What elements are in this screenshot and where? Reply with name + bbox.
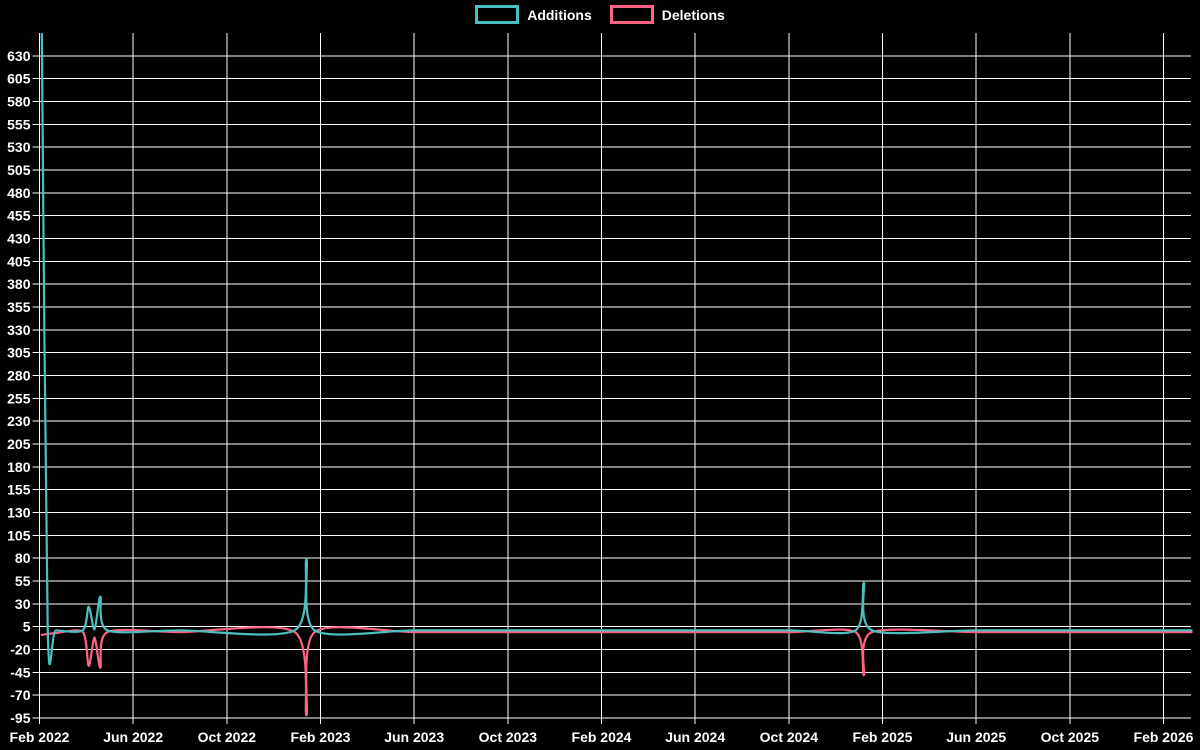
x-tick-label: Oct 2023 bbox=[479, 729, 538, 745]
y-tick-label: -45 bbox=[10, 664, 30, 680]
y-tick-label: -70 bbox=[10, 687, 30, 703]
y-tick-label: 105 bbox=[7, 527, 31, 543]
x-tick-label: Feb 2024 bbox=[572, 729, 632, 745]
x-tick-label: Feb 2023 bbox=[291, 729, 351, 745]
x-tick-label: Oct 2024 bbox=[760, 729, 819, 745]
y-tick-label: 505 bbox=[7, 162, 31, 178]
additions-swatch bbox=[475, 5, 520, 24]
y-tick-label: 305 bbox=[7, 345, 31, 361]
deletions-swatch bbox=[609, 5, 654, 24]
x-tick-label: Oct 2022 bbox=[198, 729, 257, 745]
y-tick-label: 355 bbox=[7, 299, 31, 315]
y-tick-label: 605 bbox=[7, 71, 31, 87]
y-tick-label: 130 bbox=[7, 505, 31, 521]
x-tick-label: Oct 2025 bbox=[1041, 729, 1100, 745]
y-tick-label: 55 bbox=[15, 573, 31, 589]
x-tick-label: Jun 2025 bbox=[946, 729, 1006, 745]
x-tick-label: Jun 2023 bbox=[384, 729, 444, 745]
y-tick-label: 205 bbox=[7, 436, 31, 452]
series-line-additions bbox=[40, 33, 1193, 666]
x-tick-label: Jun 2024 bbox=[665, 729, 725, 745]
y-tick-label: 330 bbox=[7, 322, 31, 338]
y-tick-label: 405 bbox=[7, 253, 31, 269]
y-tick-label: -95 bbox=[10, 710, 30, 726]
x-tick-label: Feb 2026 bbox=[1134, 729, 1194, 745]
y-tick-label: 155 bbox=[7, 482, 31, 498]
y-tick-label: 530 bbox=[7, 139, 31, 155]
series-line-deletions bbox=[40, 626, 1193, 717]
x-tick-label: Feb 2025 bbox=[853, 729, 913, 745]
y-tick-label: -20 bbox=[10, 642, 30, 658]
x-tick-label: Feb 2022 bbox=[10, 729, 70, 745]
y-tick-label: 230 bbox=[7, 413, 31, 429]
y-tick-label: 30 bbox=[15, 596, 31, 612]
y-tick-label: 455 bbox=[7, 208, 31, 224]
x-tick-label: Jun 2022 bbox=[103, 729, 163, 745]
y-tick-label: 380 bbox=[7, 276, 31, 292]
y-tick-label: 630 bbox=[7, 48, 31, 64]
legend-label-additions: Additions bbox=[527, 6, 592, 23]
y-tick-label: 555 bbox=[7, 116, 31, 132]
y-tick-label: 80 bbox=[15, 550, 31, 566]
y-tick-label: 430 bbox=[7, 231, 31, 247]
legend-item-additions[interactable]: Additions bbox=[475, 5, 592, 24]
legend-item-deletions[interactable]: Deletions bbox=[609, 5, 725, 24]
y-tick-label: 255 bbox=[7, 390, 31, 406]
chart-legend: Additions Deletions bbox=[0, 5, 1200, 24]
y-tick-label: 480 bbox=[7, 185, 31, 201]
y-tick-label: 180 bbox=[7, 459, 31, 475]
legend-label-deletions: Deletions bbox=[661, 6, 725, 23]
y-tick-label: 580 bbox=[7, 94, 31, 110]
y-tick-label: 280 bbox=[7, 368, 31, 384]
y-tick-label: 5 bbox=[23, 619, 31, 635]
